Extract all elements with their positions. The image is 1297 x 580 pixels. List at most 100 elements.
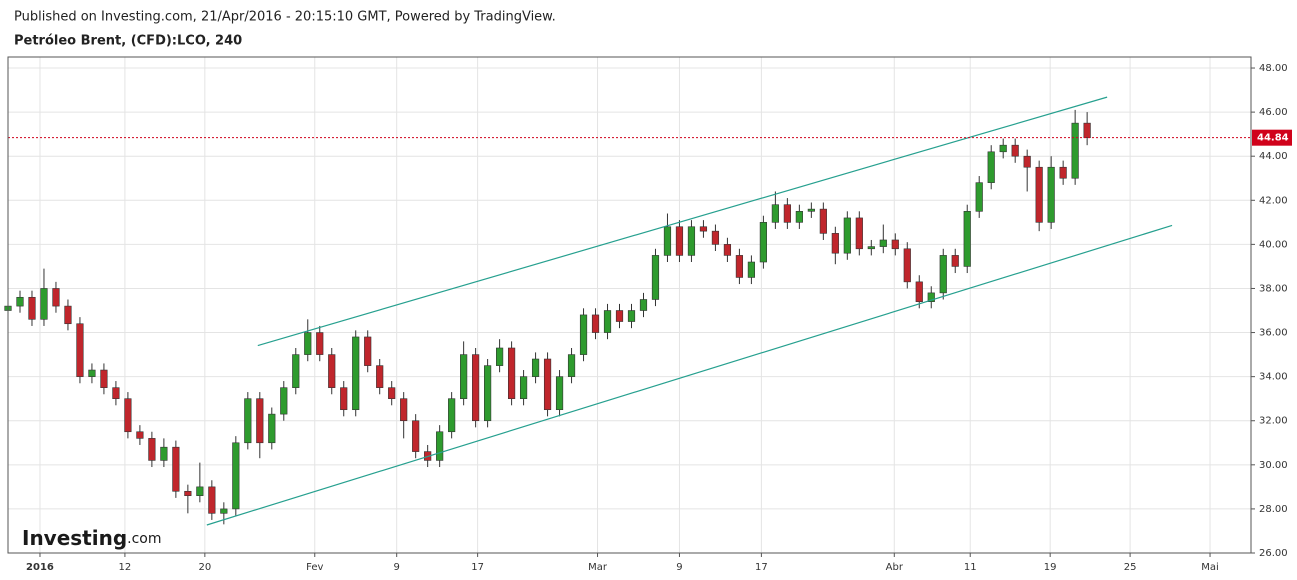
candle-body xyxy=(256,398,264,444)
x-tick-label: 17 xyxy=(755,562,768,573)
candle-body xyxy=(531,358,540,377)
x-tick-label: 25 xyxy=(1124,562,1137,573)
candle-body xyxy=(699,226,708,232)
candle-body xyxy=(1011,144,1019,157)
x-tick-label: 19 xyxy=(1044,562,1057,573)
candle-body xyxy=(28,296,36,320)
candle-body xyxy=(292,354,300,388)
candle-body xyxy=(448,398,456,433)
candle-body xyxy=(436,431,444,461)
candle-body xyxy=(759,222,767,263)
candle-body xyxy=(388,387,396,399)
candle-body xyxy=(136,431,144,439)
candle-body xyxy=(148,438,156,461)
y-tick-label: 34.00 xyxy=(1259,372,1288,383)
candle-body xyxy=(304,332,312,355)
grid xyxy=(8,57,1251,554)
candle-body xyxy=(819,208,827,234)
candle-body xyxy=(196,486,204,496)
y-tick-label: 46.00 xyxy=(1259,107,1288,118)
candle-body xyxy=(208,486,216,514)
logo-suffix: .com xyxy=(127,531,161,547)
candle-body xyxy=(855,217,863,250)
candle-body xyxy=(40,288,48,320)
candle-body xyxy=(987,151,995,183)
candle-body xyxy=(184,490,192,496)
candle-body xyxy=(52,288,60,307)
candle-body xyxy=(1083,122,1091,138)
logo: Investing.com xyxy=(22,526,162,550)
candle-body xyxy=(316,332,324,355)
candle-body xyxy=(76,323,84,377)
candle-body xyxy=(124,398,132,433)
candle-body xyxy=(352,336,360,411)
last-price-badge xyxy=(1252,129,1292,146)
candle-body xyxy=(975,182,983,212)
candle-body xyxy=(220,508,228,514)
candle-body xyxy=(100,369,108,388)
x-tick-label: 12 xyxy=(119,562,132,573)
candle-body xyxy=(507,347,516,399)
published-note: Published on Investing.com, 21/Apr/2016 … xyxy=(14,10,556,25)
y-tick-label: 40.00 xyxy=(1259,239,1288,250)
candle-body xyxy=(963,211,971,267)
y-tick-label: 44.00 xyxy=(1259,151,1288,162)
x-tick-label: 17 xyxy=(471,562,484,573)
candle-body xyxy=(807,208,815,212)
candle-body xyxy=(915,281,923,302)
candle-body xyxy=(735,255,744,278)
candle-body xyxy=(903,248,911,283)
candle-body xyxy=(867,246,875,250)
x-tick-label: Mai xyxy=(1201,562,1219,573)
y-tick-label: 30.00 xyxy=(1259,460,1288,471)
plot-frame xyxy=(7,56,1252,554)
candle-body xyxy=(232,442,240,510)
candle-body xyxy=(64,305,72,325)
x-tick-label: 9 xyxy=(393,562,399,573)
candle-body xyxy=(1071,122,1079,179)
candle-body xyxy=(1047,166,1055,223)
candle-body xyxy=(328,354,336,388)
candle-body xyxy=(268,413,276,444)
candle-body xyxy=(400,398,408,422)
candle-body xyxy=(675,226,684,256)
candle-body xyxy=(1035,166,1043,223)
candle-body xyxy=(1059,166,1067,179)
y-tick-label: 42.00 xyxy=(1259,195,1288,206)
candle-body xyxy=(244,398,252,444)
candle-body xyxy=(783,204,791,223)
candle-body xyxy=(747,261,755,278)
y-tick-label: 28.00 xyxy=(1259,504,1288,515)
candle-body xyxy=(579,314,588,355)
candle-body xyxy=(112,387,120,399)
x-tick-label: Abr xyxy=(886,562,904,573)
candle-body xyxy=(472,354,480,422)
x-tick-label: 20 xyxy=(198,562,211,573)
candle-body xyxy=(831,233,839,254)
x-tick-label: 9 xyxy=(676,562,682,573)
candle-body xyxy=(879,239,887,247)
candle-body xyxy=(16,296,24,307)
axis-bg xyxy=(0,554,1297,580)
y-tick-label: 32.00 xyxy=(1259,416,1288,427)
logo-brand: Investing xyxy=(22,526,127,550)
x-tick-label: 2016 xyxy=(26,562,54,573)
candle-body xyxy=(639,299,648,311)
candle-body xyxy=(771,204,779,223)
candle-body xyxy=(484,365,492,422)
candle-body xyxy=(627,310,636,322)
candle-body xyxy=(939,255,947,294)
candle-body xyxy=(999,144,1007,153)
candle-body xyxy=(891,239,899,250)
candle-body xyxy=(591,314,600,333)
candle-body xyxy=(1023,155,1031,168)
candle-body xyxy=(723,244,732,256)
candle-body xyxy=(687,226,696,256)
candle-body xyxy=(460,354,468,399)
x-tick-label: 11 xyxy=(964,562,977,573)
y-tick-label: 26.00 xyxy=(1259,548,1288,559)
candle-body xyxy=(651,255,660,300)
y-tick-label: 36.00 xyxy=(1259,328,1288,339)
candle-body xyxy=(412,420,420,452)
candle-body xyxy=(376,365,384,388)
